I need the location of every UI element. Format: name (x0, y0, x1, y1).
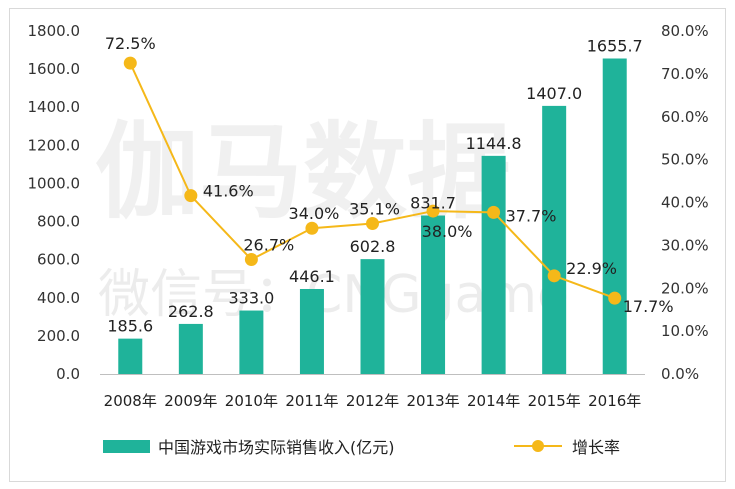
x-tick-label: 2012年 (346, 392, 399, 410)
legend-bar-label: 中国游戏市场实际销售收入(亿元) (158, 438, 395, 457)
y-left-tick-label: 0.0 (56, 365, 80, 383)
bar-value-label: 602.8 (350, 237, 396, 256)
bar-value-label: 185.6 (107, 317, 153, 336)
y-left-tick-label: 1800.0 (28, 22, 81, 40)
bar (239, 310, 264, 374)
bar-value-label: 333.0 (228, 289, 274, 308)
bar-value-label: 1655.7 (587, 36, 643, 55)
bar (602, 58, 627, 375)
growth-rate-point (547, 269, 561, 283)
y-right-tick-label: 80.0% (661, 22, 709, 40)
growth-rate-label: 35.1% (349, 200, 400, 219)
bar (481, 155, 506, 374)
growth-rate-label: 26.7% (243, 236, 294, 255)
growth-rate-label: 41.6% (203, 182, 254, 201)
bar-value-label: 831.7 (410, 194, 456, 213)
growth-rate-label: 37.7% (506, 206, 557, 225)
growth-rate-point (608, 291, 622, 305)
growth-rate-point (366, 217, 379, 231)
y-left-tick-label: 1000.0 (28, 174, 81, 192)
legend: 中国游戏市场实际销售收入(亿元) 增长率 (103, 438, 620, 457)
y-right-tick-label: 50.0% (661, 151, 709, 169)
y-right-tick-label: 60.0% (661, 108, 709, 126)
x-tick-label: 2016年 (588, 392, 641, 410)
legend-line-marker (532, 440, 544, 452)
bar (178, 323, 203, 374)
y-right-tick-label: 30.0% (661, 236, 709, 254)
y-right-tick-label: 0.0% (661, 365, 699, 383)
chart-frame (9, 8, 726, 482)
growth-rate-label: 22.9% (566, 259, 617, 278)
growth-rate-point (426, 204, 440, 218)
growth-rate-point (487, 205, 501, 219)
y-left-tick-label: 1600.0 (28, 60, 81, 78)
growth-rate-label: 34.0% (289, 204, 340, 223)
growth-rate-label: 38.0% (422, 222, 473, 241)
bar (542, 105, 567, 374)
growth-rate-point (123, 56, 137, 70)
legend-line-label: 增长率 (572, 438, 620, 457)
y-left-tick-label: 1400.0 (28, 98, 81, 116)
bar-value-label: 262.8 (168, 302, 214, 321)
x-tick-label: 2009年 (164, 392, 217, 410)
bar-value-label: 1407.0 (526, 84, 582, 103)
growth-rate-label: 72.5% (105, 34, 156, 53)
x-tick-label: 2014年 (467, 392, 520, 410)
x-tick-label: 2015年 (528, 392, 581, 410)
y-left-tick-label: 600.0 (37, 251, 80, 269)
x-tick-label: 2013年 (406, 392, 459, 410)
x-tick-label: 2008年 (104, 392, 157, 410)
y-left-tick-label: 1200.0 (28, 136, 81, 154)
bar (360, 259, 385, 374)
y-right-tick-label: 20.0% (661, 279, 709, 297)
y-right-tick-label: 70.0% (661, 65, 709, 83)
y-left-tick-label: 400.0 (37, 289, 80, 307)
bar-value-label: 1144.8 (466, 134, 522, 153)
bar-value-label: 446.1 (289, 267, 335, 286)
growth-rate-label: 17.7% (623, 297, 674, 316)
watermark: 伽马数据 微信号：CNGgame (95, 111, 569, 325)
bar (118, 338, 143, 374)
x-tick-label: 2010年 (225, 392, 278, 410)
x-tick-label: 2011年 (285, 392, 338, 410)
y-left-tick-label: 200.0 (37, 327, 80, 345)
y-right-tick-label: 40.0% (661, 194, 709, 212)
growth-rate-point (184, 189, 198, 203)
legend-bar-swatch (103, 440, 150, 453)
y-left-tick-label: 800.0 (37, 213, 80, 231)
growth-rate-point (305, 221, 319, 235)
watermark-main: 伽马数据 (95, 111, 511, 233)
y-right-tick-label: 10.0% (661, 322, 709, 340)
bar (421, 215, 446, 374)
bar (299, 288, 324, 374)
growth-rate-point (244, 253, 258, 267)
